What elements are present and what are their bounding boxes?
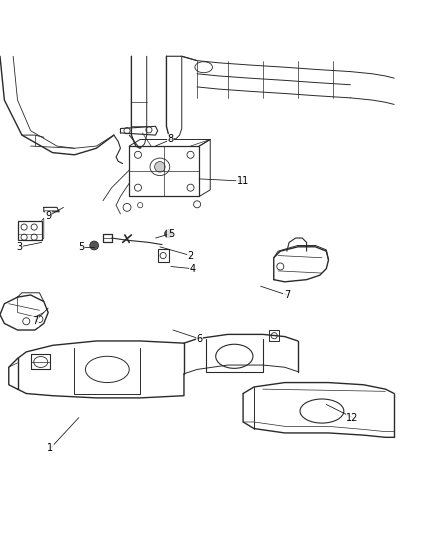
Text: 9: 9: [45, 211, 51, 221]
Text: 7: 7: [32, 316, 38, 326]
Text: 5: 5: [168, 229, 174, 239]
Text: 12: 12: [346, 413, 359, 423]
Text: 5: 5: [78, 242, 84, 252]
Circle shape: [90, 241, 99, 250]
Bar: [269, 330, 279, 341]
Circle shape: [165, 230, 173, 238]
Text: 8: 8: [168, 134, 174, 144]
Text: 2: 2: [187, 251, 194, 261]
Text: 11: 11: [237, 176, 249, 186]
Circle shape: [155, 161, 165, 172]
Text: 3: 3: [17, 242, 23, 252]
Bar: [158, 249, 169, 262]
Text: 1: 1: [47, 443, 53, 453]
Text: 7: 7: [284, 290, 290, 300]
Bar: [18, 221, 42, 240]
Text: 6: 6: [196, 334, 202, 344]
Text: 4: 4: [190, 264, 196, 273]
